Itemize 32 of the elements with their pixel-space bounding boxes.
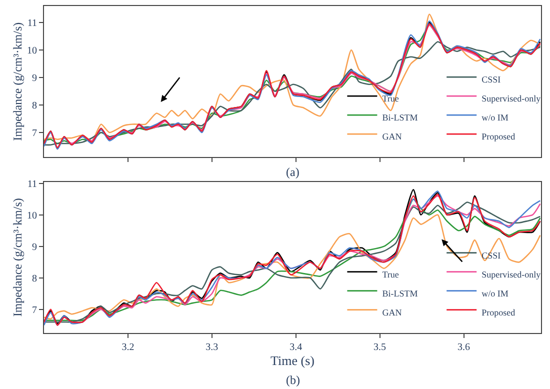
legend-label: Bi-LSTM (382, 288, 418, 298)
x-tick-label: 3.3 (206, 342, 218, 353)
y-tick-label: 7 (32, 304, 37, 316)
legend-label: Supervised-only (482, 94, 542, 104)
y-tick-label: 8 (32, 273, 37, 284)
legend-label: Proposed (482, 307, 516, 318)
y-tick-label: 11 (27, 18, 37, 29)
x-tick-label: 3.6 (458, 342, 470, 353)
x-tick-label: 3.2 (122, 342, 134, 353)
legend-label: w/o IM (482, 288, 508, 298)
legend-label: GAN (382, 132, 402, 142)
y-tick-label: 7 (32, 128, 37, 139)
y-tick-label: 10 (27, 210, 37, 222)
legend-label: Bi-LSTM (382, 112, 418, 123)
y-tick-label: 9 (32, 242, 37, 253)
legend-label: GAN (382, 307, 402, 318)
y-tick-label: 9 (32, 72, 37, 84)
y-axis-title: Impedance (g/cm³·km/s) (10, 22, 24, 141)
text: (a) (286, 165, 300, 179)
y-tick-label: 10 (27, 46, 37, 56)
x-tick-label: 3.4 (290, 342, 302, 353)
y-tick-label: 8 (32, 100, 37, 112)
legend-label: w/o IM (482, 112, 508, 123)
text: (b) (286, 373, 300, 387)
legend-label: CSSI (482, 74, 501, 85)
x-axis-title: Time (s) (270, 353, 314, 368)
y-tick-label: 11 (27, 178, 37, 190)
x-tick-label: 3.5 (374, 342, 386, 353)
y-axis-title: Impedance (g/cm³·km/s) (10, 198, 24, 317)
legend-label: True (382, 269, 399, 280)
legend-label: Supervised-only (482, 269, 542, 280)
legend-label: Proposed (482, 132, 516, 142)
